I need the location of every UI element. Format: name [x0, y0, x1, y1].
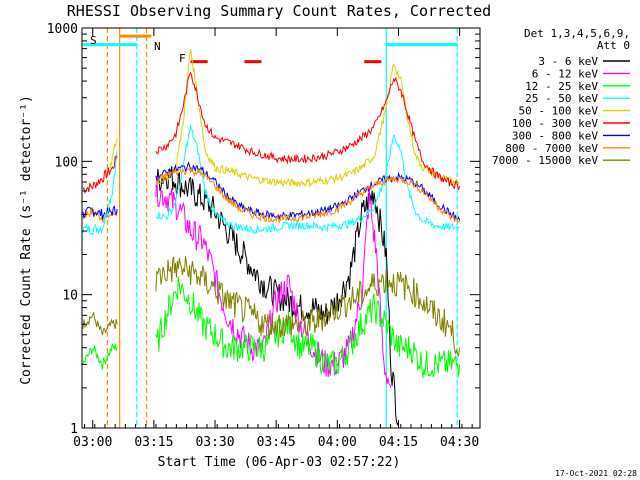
y-tick-label-1: 10: [62, 289, 78, 304]
x-tick-label-5: 04:15: [379, 435, 418, 450]
night-flag-label: N: [154, 40, 161, 53]
series-line-3: [155, 124, 460, 235]
legend-label-0: 3 - 6 keV: [538, 55, 598, 68]
legend-label-6: 300 - 800 keV: [512, 129, 598, 142]
early-series-line-3: [82, 150, 118, 236]
flare-flag-label: F: [179, 52, 186, 65]
early-series-line-6: [82, 343, 118, 370]
series-line-8: [155, 256, 461, 358]
early-series-line-2: [82, 204, 118, 220]
series-line-4: [155, 49, 460, 188]
legend-label-1: 6 - 12 keV: [532, 67, 599, 80]
x-tick-label-2: 03:30: [195, 435, 234, 450]
series-line-6: [155, 160, 461, 221]
legend-header-line-1: Det 1,3,4,5,6,9,: [524, 27, 630, 40]
legend-label-8: 7000 - 15000 keV: [492, 154, 598, 167]
saa-flag-label: S: [90, 34, 97, 47]
generation-timestamp: 17-Oct-2021 02:28: [555, 469, 637, 478]
y-tick-label-2: 100: [55, 155, 78, 170]
legend-label-3: 25 - 50 keV: [525, 92, 598, 105]
early-series-line-1: [82, 207, 118, 223]
y-axis: 1 10 100 1000: [47, 22, 480, 437]
legend-label-2: 12 - 25 keV: [525, 80, 598, 93]
y-tick-label-0: 1: [70, 422, 78, 437]
legend-header-line-2: Att 0: [597, 39, 630, 52]
y-axis-label: Corrected Count Rate (s⁻¹ detector⁻¹): [19, 95, 34, 385]
x-tick-label-1: 03:15: [134, 435, 173, 450]
early-series-line-0: [82, 155, 118, 194]
x-tick-label-4: 04:00: [318, 435, 357, 450]
y-tick-label-3: 1000: [47, 22, 78, 37]
series-line-7: [155, 167, 460, 225]
legend-label-4: 50 - 100 keV: [519, 105, 599, 118]
x-axis-label: Start Time (06-Apr-03 02:57:22): [158, 455, 401, 470]
early-series-line-4: [109, 137, 118, 169]
legend-label-5: 100 - 300 keV: [512, 117, 598, 130]
series-line-5: [155, 71, 461, 190]
early-series-line-5: [82, 311, 118, 336]
series-line-1: [155, 176, 392, 389]
series-line-2: [155, 276, 461, 379]
legend-label-7: 800 - 7000 keV: [505, 142, 598, 155]
x-tick-label-3: 03:45: [257, 435, 296, 450]
series-line-0: [155, 166, 399, 426]
plot-area: [82, 28, 461, 428]
x-axis: 03:00 03:15 03:30 03:45 04:00 04:15 04:30: [73, 28, 479, 450]
x-tick-label-0: 03:00: [73, 435, 112, 450]
plot-frame: [81, 27, 481, 429]
x-tick-label-6: 04:30: [440, 435, 479, 450]
chart-title: RHESSI Observing Summary Count Rates, Co…: [67, 2, 491, 20]
